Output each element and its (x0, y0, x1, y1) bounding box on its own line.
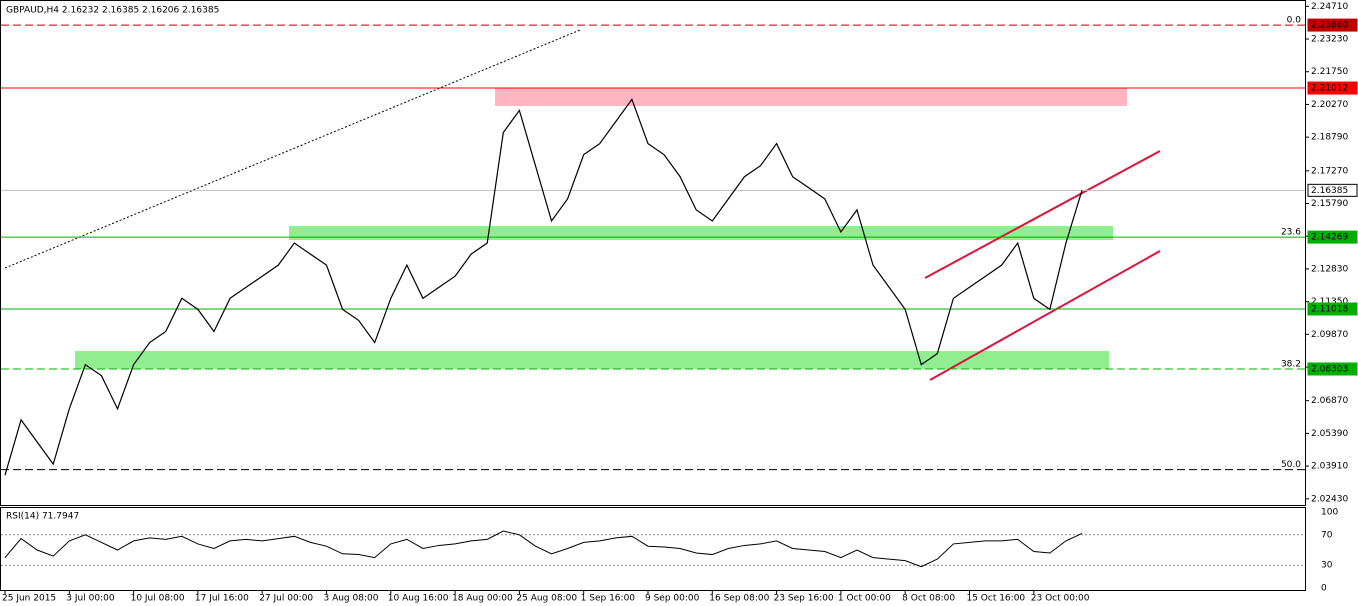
channel-line (924, 150, 1161, 279)
x-tick-label: 1 Sep 16:00 (581, 594, 636, 604)
channel-line (929, 250, 1161, 381)
y-tick-label: 2.02430 (1311, 494, 1348, 504)
price-box-label: 2.16385 (1311, 186, 1348, 196)
y-tick-label: 2.24710 (1311, 2, 1348, 12)
x-tick-label: 17 Jul 16:00 (195, 594, 249, 604)
x-tick-label: 23 Sep 16:00 (774, 594, 834, 604)
y-tick-label: 2.20270 (1311, 100, 1348, 110)
x-tick-label: 27 Jul 00:00 (259, 594, 313, 604)
y-tick-label: 2.06870 (1311, 396, 1348, 406)
x-tick-label: 3 Jul 00:00 (66, 594, 115, 604)
y-tick-label: 2.03910 (1311, 462, 1348, 472)
price-line (4, 98, 1083, 476)
chart-title: GBPAUD,H4 2.16232 2.16385 2.16206 2.1638… (6, 6, 219, 16)
x-tick-label: 25 Jun 2015 (2, 594, 56, 604)
x-tick-label: 23 Oct 00:00 (1031, 594, 1090, 604)
y-tick-label: 2.11350 (1311, 297, 1348, 307)
x-tick-label: 8 Oct 08:00 (902, 594, 955, 604)
x-tick-label: 1 Oct 00:00 (838, 594, 891, 604)
rsi-tick-label: 70 (1321, 530, 1333, 540)
rsi-tick-label: 100 (1321, 508, 1338, 518)
x-tick-label: 9 Sep 00:00 (645, 594, 700, 604)
y-tick-label: 2.12830 (1311, 264, 1348, 274)
fib-label: 0.0 (1287, 16, 1302, 26)
rsi-tick-label: 30 (1321, 561, 1333, 571)
price-panel (0, 0, 1306, 506)
price-box (1307, 302, 1358, 316)
price-box (1307, 81, 1358, 95)
rsi-line (4, 530, 1083, 568)
x-tick-label: 10 Jul 08:00 (131, 594, 185, 604)
y-tick-label: 2.17270 (1311, 166, 1348, 176)
x-tick-label: 16 Sep 08:00 (709, 594, 769, 604)
price-box (1307, 230, 1358, 244)
rsi-panel (0, 507, 1306, 591)
price-box-label: 2.23860 (1311, 21, 1348, 31)
fib-label: 38.2 (1281, 359, 1301, 369)
fib-label: 23.6 (1281, 228, 1301, 238)
x-tick-label: 10 Aug 16:00 (388, 594, 449, 604)
x-tick-label: 25 Aug 08:00 (516, 594, 577, 604)
x-tick-label: 3 Aug 08:00 (323, 594, 378, 604)
resistance-zone (495, 88, 1127, 106)
rsi-tick-label: 0 (1321, 584, 1327, 594)
price-box (1307, 18, 1358, 32)
price-box (1307, 183, 1358, 197)
price-box-label: 2.21012 (1311, 84, 1348, 94)
price-box (1307, 362, 1358, 376)
y-tick-label: 2.18790 (1311, 133, 1348, 143)
fib-label: 50.0 (1281, 460, 1301, 470)
price-box-label: 2.08303 (1311, 364, 1348, 374)
y-tick-label: 2.05390 (1311, 429, 1348, 439)
price-box-label: 2.11018 (1311, 304, 1348, 314)
x-tick-label: 15 Oct 16:00 (966, 594, 1025, 604)
y-tick-label: 2.09870 (1311, 330, 1348, 340)
support-zone (75, 351, 1109, 369)
y-tick-label: 2.23230 (1311, 35, 1348, 45)
x-tick-label: 18 Aug 00:00 (452, 594, 513, 604)
y-tick-label: 2.21750 (1311, 67, 1348, 77)
y-tick-label: 2.15790 (1311, 199, 1348, 209)
rsi-title: RSI(14) 71.7947 (6, 512, 79, 522)
price-box-label: 2.14269 (1311, 233, 1348, 243)
support-zone (289, 226, 1113, 240)
